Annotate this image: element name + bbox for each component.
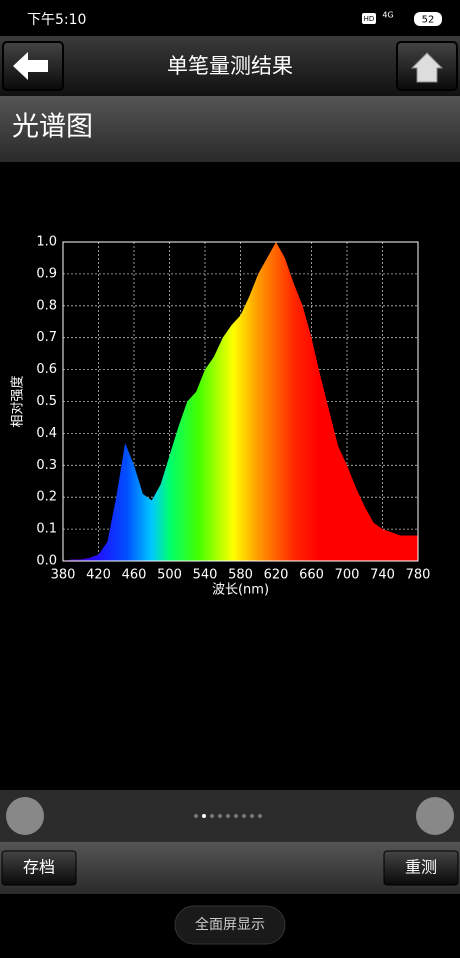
section-title: 光谱图 xyxy=(12,112,93,143)
header xyxy=(0,36,460,96)
network: 4G xyxy=(382,11,393,20)
y-tick-label: 0.4 xyxy=(36,426,57,441)
x-tick-label: 500 xyxy=(157,568,182,583)
x-tick-label: 420 xyxy=(86,568,111,583)
y-tick-label: 1.0 xyxy=(36,235,57,250)
y-tick-label: 0.6 xyxy=(36,362,57,377)
plot-frame xyxy=(62,241,419,562)
y-axis-label: 相对强度 xyxy=(10,375,26,427)
y-tick-label: 0.9 xyxy=(36,266,57,281)
y-tick-label: 0.5 xyxy=(36,394,57,409)
y-tick-label: 0.0 xyxy=(36,554,57,569)
save-button[interactable] xyxy=(1,850,77,886)
x-tick-label: 460 xyxy=(122,568,147,583)
save-label: 存档 xyxy=(23,858,55,877)
slider-left[interactable] xyxy=(6,797,44,835)
x-tick-label: 740 xyxy=(370,568,395,583)
x-tick-label: 580 xyxy=(228,568,253,583)
battery xyxy=(414,12,442,26)
page-dots xyxy=(194,814,262,818)
x-axis-label: 波长(nm) xyxy=(212,583,269,598)
x-tick-label: 380 xyxy=(51,568,76,583)
y-tick-label: 0.2 xyxy=(36,490,57,505)
slider-right[interactable] xyxy=(416,797,454,835)
home-icon xyxy=(410,52,444,83)
x-tick-label: 780 xyxy=(406,568,431,583)
spectrum-chart: 0.0 0.1 0.2 0.3 0.4 0.5 0.6 0.7 0.8 0.9 1.0 380 420 4… xyxy=(10,235,431,598)
x-tick-label: 700 xyxy=(335,568,360,583)
section-bar xyxy=(0,96,460,162)
hd-icon xyxy=(362,13,376,24)
bottom-bar xyxy=(0,842,460,894)
x-tick-label: 620 xyxy=(264,568,289,583)
battery-level: 52 xyxy=(422,15,435,26)
status-time: 下午5:10 xyxy=(27,12,86,28)
fullscreen-button[interactable] xyxy=(174,905,286,945)
x-tick-label: 540 xyxy=(193,568,218,583)
fullscreen-label: 全面屏显示 xyxy=(195,916,265,933)
back-arrow xyxy=(13,52,48,80)
y-tick-label: 0.7 xyxy=(36,330,57,345)
remeasure-label: 重测 xyxy=(405,858,437,877)
hd-text: HD xyxy=(364,15,375,23)
y-tick-label: 0.8 xyxy=(36,298,57,313)
y-tick-label: 0.1 xyxy=(36,522,57,537)
y-tick-label: 0.3 xyxy=(36,458,57,473)
remeasure-button[interactable] xyxy=(383,850,459,886)
header-title: 单笔量测结果 xyxy=(167,54,293,78)
x-tick-label: 660 xyxy=(299,568,324,583)
spectrum-area xyxy=(63,242,418,561)
